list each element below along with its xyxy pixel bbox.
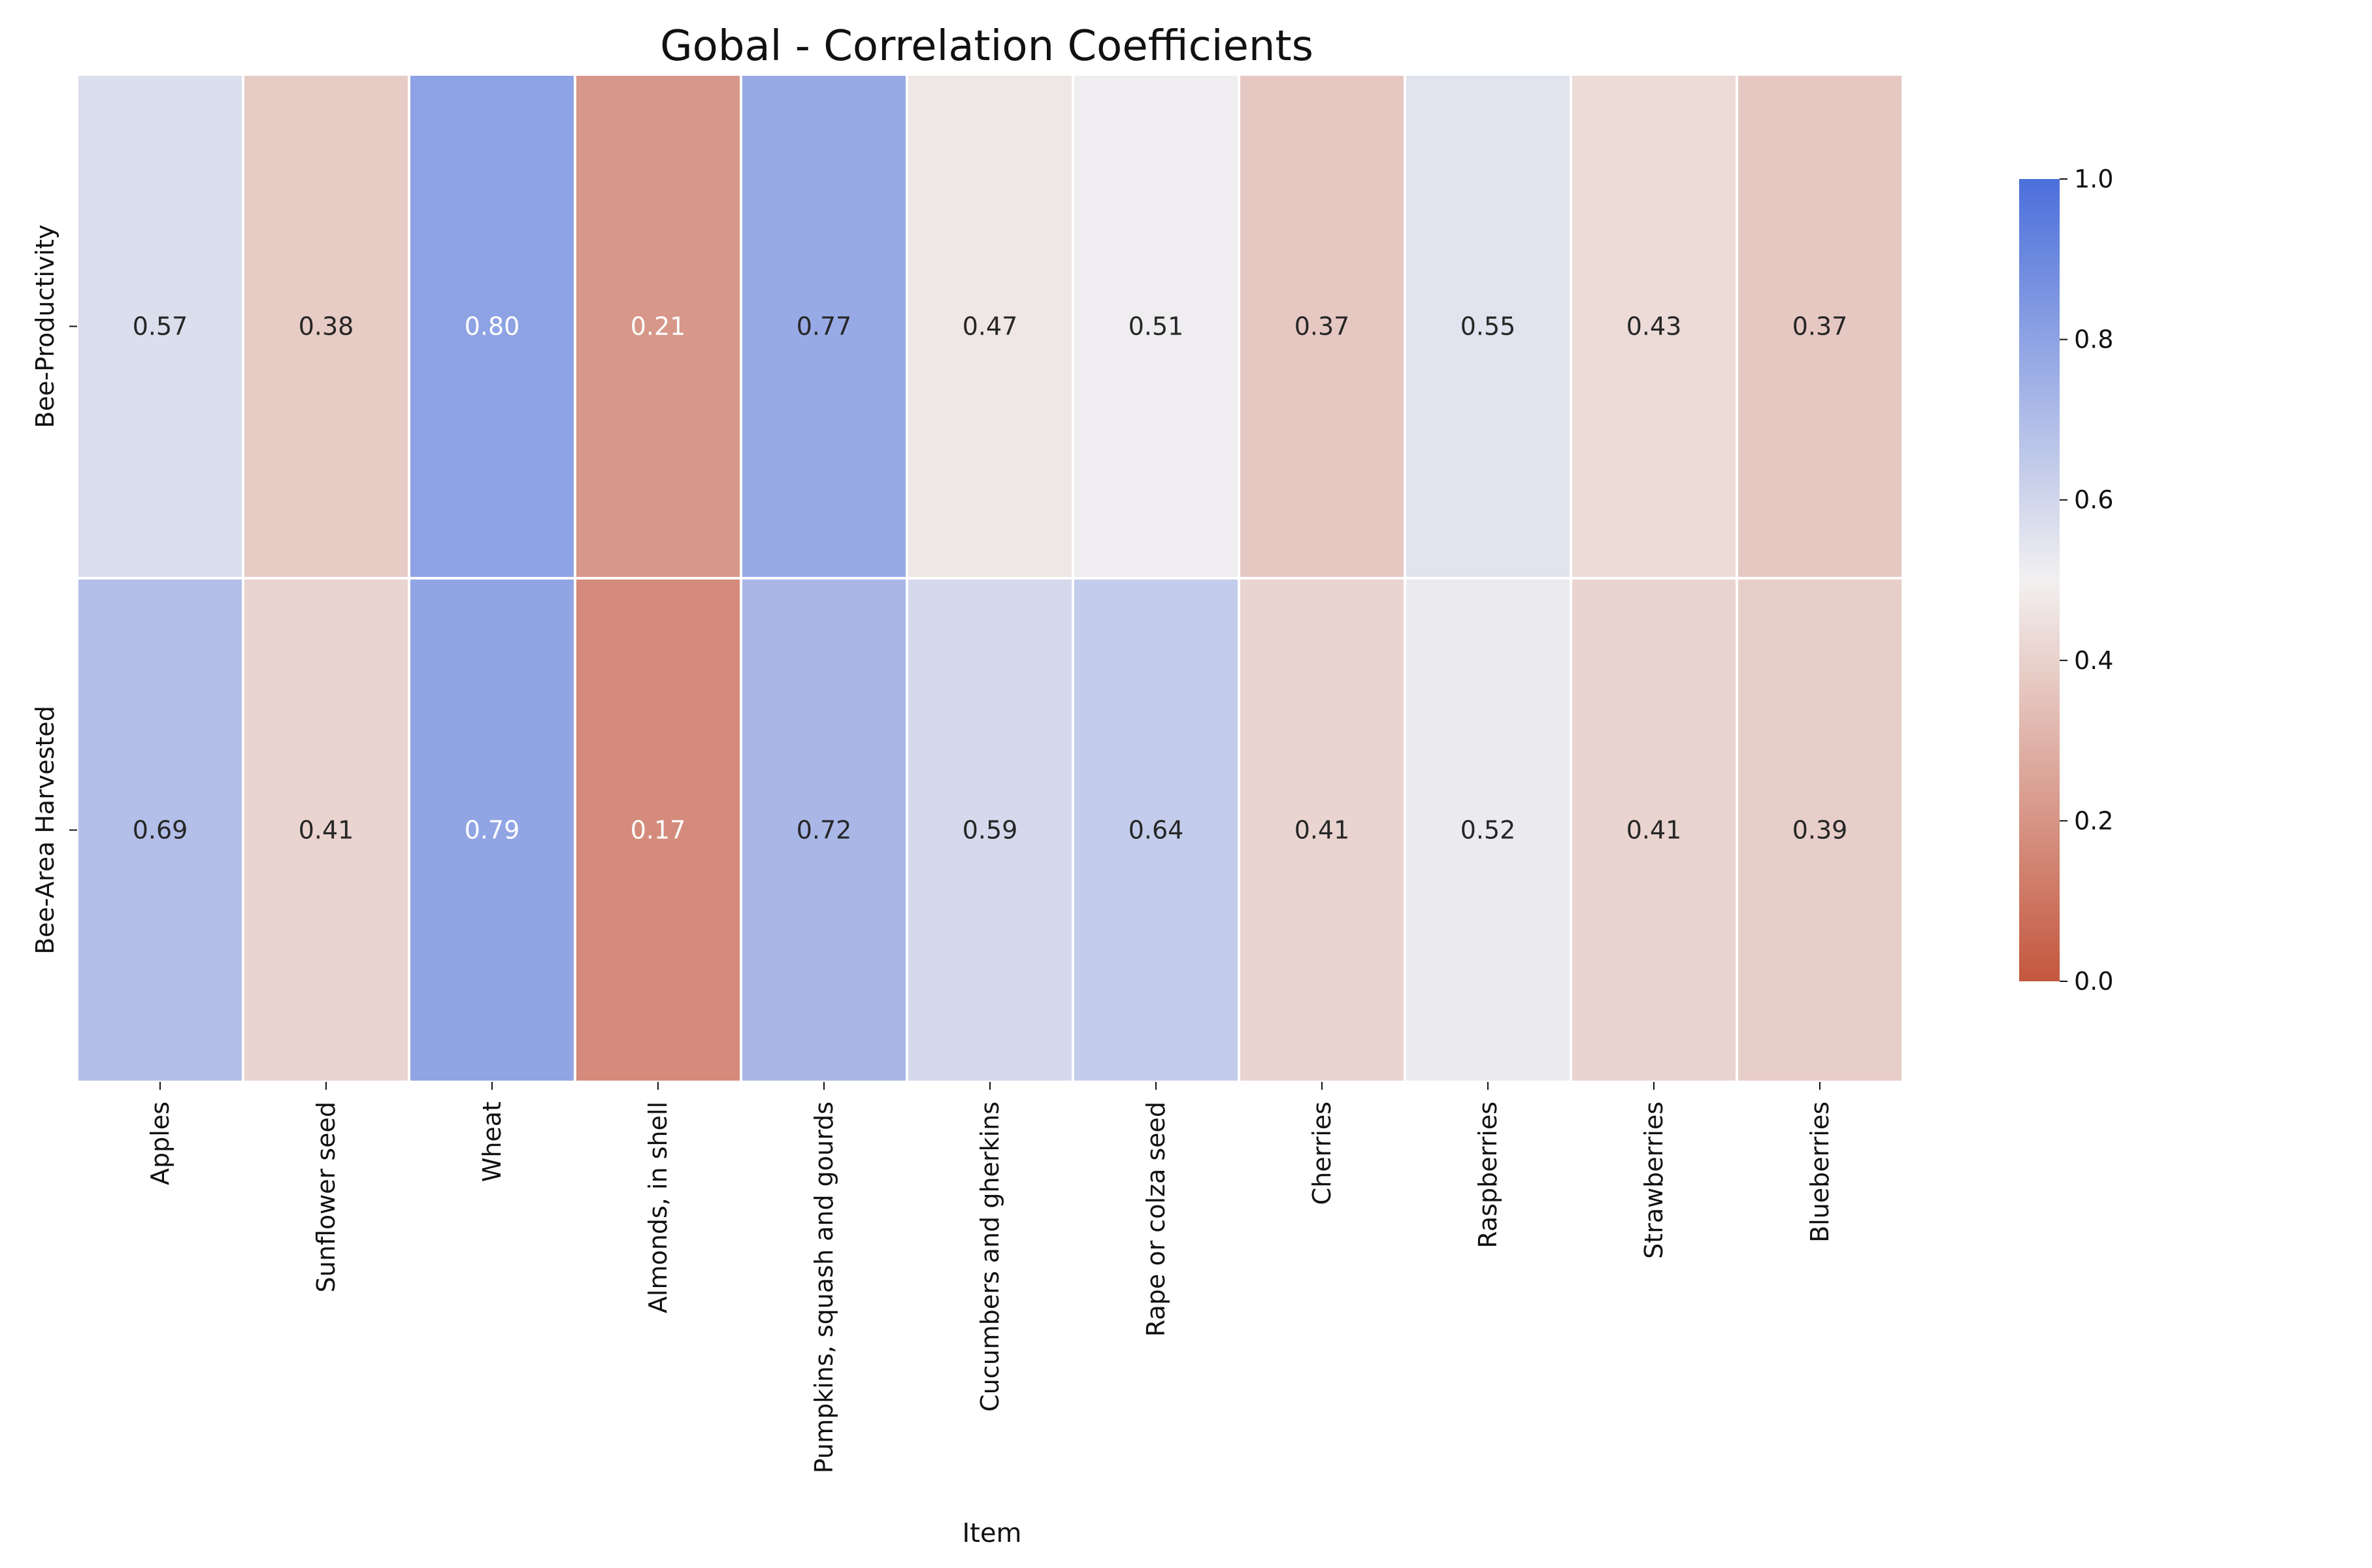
y-tick-label: Bee-Productivity (31, 225, 59, 429)
cell-value-label: 0.69 (133, 816, 188, 845)
cell-value-label: 0.37 (1792, 312, 1848, 341)
heatmap-cell (906, 577, 1074, 1083)
heatmap-cell (242, 73, 410, 580)
heatmap-cell (408, 577, 576, 1083)
x-tick-label: Apples (146, 1102, 174, 1185)
x-tick-label: Pumpkins, squash and gourds (810, 1102, 838, 1473)
colorbar-tick-label: 0.4 (2074, 646, 2113, 675)
heatmap-cell (906, 73, 1074, 580)
y-axis: Bee-Productivity Bee-Area Harvested (31, 225, 77, 955)
cell-value-label: 0.41 (1626, 816, 1682, 845)
x-axis: Apples Sunflower seed Wheat Almonds, in she… (146, 1082, 1834, 1473)
y-tick-label: Bee-Area Harvested (31, 706, 59, 955)
heatmap-cell (574, 577, 742, 1083)
x-axis-label: Item (962, 1518, 1021, 1548)
heatmap-cell (740, 577, 908, 1083)
heatmap-cell (1238, 73, 1406, 580)
cell-value-label: 0.51 (1128, 312, 1184, 341)
cell-value-label: 0.80 (465, 312, 520, 341)
cell-value-label: 0.39 (1792, 816, 1848, 845)
heatmap-cell (1404, 577, 1572, 1083)
cell-value-label: 0.37 (1294, 312, 1350, 341)
heatmap-cell (242, 577, 410, 1083)
x-tick-label: Strawberries (1639, 1102, 1668, 1259)
x-tick-label: Blueberries (1805, 1102, 1834, 1243)
cell-value-label: 0.41 (1294, 816, 1350, 845)
colorbar-tick-label: 0.6 (2074, 485, 2113, 514)
colorbar-gradient (2019, 179, 2060, 981)
x-tick-label: Sunflower seed (312, 1102, 340, 1292)
x-tick-label: Rape or colza seed (1142, 1102, 1170, 1337)
heatmap-cell (740, 73, 908, 580)
heatmap-cell (574, 73, 742, 580)
heatmap-cell (408, 73, 576, 580)
colorbar-tick-label: 1.0 (2074, 165, 2113, 193)
cell-value-label: 0.52 (1460, 816, 1516, 845)
heatmap-cell (76, 73, 244, 580)
heatmap-cell (76, 577, 244, 1083)
x-tick-label: Cherries (1308, 1102, 1336, 1205)
colorbar-tick-label: 0.0 (2074, 967, 2113, 996)
heatmap-cells: 0.57 0.38 0.80 0.21 0.77 0.47 0.51 0.37 0.55 0.43… (76, 73, 1904, 1083)
cell-value-label: 0.21 (631, 312, 686, 341)
heatmap-cell (1072, 577, 1240, 1083)
cell-value-label: 0.55 (1460, 312, 1516, 341)
cell-value-label: 0.64 (1128, 816, 1184, 845)
colorbar: 0.0 0.2 0.4 0.6 0.8 1.0 (2019, 165, 2113, 996)
cell-value-label: 0.72 (797, 816, 852, 845)
cell-value-label: 0.77 (797, 312, 852, 341)
cell-value-label: 0.41 (299, 816, 354, 845)
chart-title: Gobal - Correlation Coefficients (660, 22, 1313, 71)
heatmap-cell (1570, 73, 1738, 580)
heatmap-cell (1736, 73, 1904, 580)
cell-value-label: 0.17 (631, 816, 686, 845)
x-tick-label: Cucumbers and gherkins (976, 1102, 1004, 1412)
cell-value-label: 0.43 (1626, 312, 1682, 341)
heatmap-cell (1238, 577, 1406, 1083)
colorbar-tick-label: 0.8 (2074, 325, 2113, 354)
x-tick-label: Wheat (478, 1102, 506, 1182)
cell-value-label: 0.38 (299, 312, 354, 341)
colorbar-tick-label: 0.2 (2074, 806, 2113, 835)
cell-value-label: 0.59 (963, 816, 1018, 845)
cell-value-label: 0.79 (465, 816, 520, 845)
heatmap-cell (1570, 577, 1738, 1083)
cell-value-label: 0.57 (133, 312, 188, 341)
x-tick-label: Raspberries (1474, 1102, 1502, 1249)
x-tick-label: Almonds, in shell (644, 1102, 672, 1313)
cell-value-label: 0.47 (963, 312, 1018, 341)
heatmap-cell (1736, 577, 1904, 1083)
